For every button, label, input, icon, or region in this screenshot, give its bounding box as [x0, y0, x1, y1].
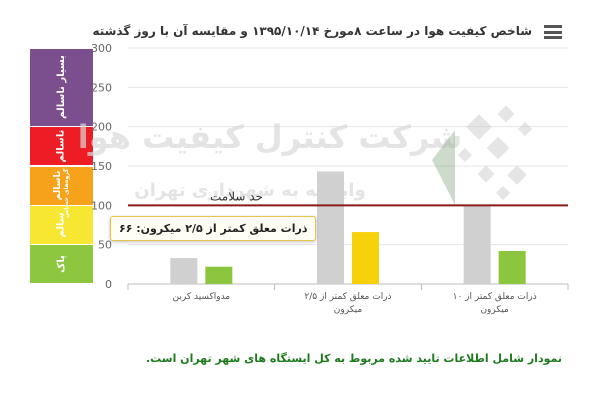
- aqi-band: ناسالم برای گروه‌های حساس: [30, 153, 93, 218]
- aqi-band: ناسالم: [30, 127, 93, 166]
- aqi-band: بسیار ناسالم: [30, 48, 93, 127]
- aqi-band: پاک: [30, 245, 93, 284]
- chart-tooltip: ذرات معلق کمتر از ۲/۵ میکرون: ۶۶: [110, 216, 317, 241]
- watermark-logo: [466, 114, 492, 140]
- x-tick-label: مدواکسید کربن: [173, 292, 231, 302]
- watermark-logo: [507, 165, 527, 185]
- bar: [170, 258, 198, 284]
- footnote: نمودار شامل اطلاعات تایید شده مربوط به ک…: [145, 352, 562, 365]
- watermark-logo: [477, 165, 495, 183]
- x-tick-label: ذرات معلق کمتر از ۱۰ میکرون: [453, 292, 537, 315]
- y-tick-label: 200: [91, 121, 112, 134]
- y-tick-label: 0: [105, 278, 112, 291]
- watermark-text: وابسته به شهرداری تهران: [134, 180, 366, 201]
- y-tick-label: 250: [91, 81, 112, 94]
- bar: [205, 266, 233, 284]
- bar: [463, 205, 491, 284]
- watermark-logo: [432, 130, 455, 205]
- y-tick-label: 100: [91, 199, 112, 212]
- watermark-logo: [457, 147, 473, 163]
- aqi-band: سالم: [30, 205, 93, 245]
- watermark-logo: [486, 136, 510, 160]
- hamburger-menu-icon[interactable]: [544, 25, 562, 39]
- watermark-logo: [517, 121, 533, 137]
- watermark-logo: [497, 105, 515, 123]
- bar: [498, 250, 526, 284]
- bar: [352, 232, 379, 284]
- watermark-logo: [495, 185, 511, 201]
- y-tick-label: 150: [91, 160, 112, 173]
- bar: [317, 171, 344, 284]
- watermark-text: شرکت کنترل کیفیت هوا: [78, 118, 463, 156]
- x-tick-label: ذرات معلق کمتر از ۲/۵ میکرون: [304, 292, 391, 315]
- y-tick-label: 300: [91, 42, 112, 55]
- threshold-label: حد سلامت: [210, 189, 263, 203]
- chart-title: شاخص کیفیت هوا در ساعت ۸مورخ ۱۳۹۵/۱۰/۱۴ …: [92, 24, 532, 38]
- y-tick-label: 50: [98, 239, 112, 252]
